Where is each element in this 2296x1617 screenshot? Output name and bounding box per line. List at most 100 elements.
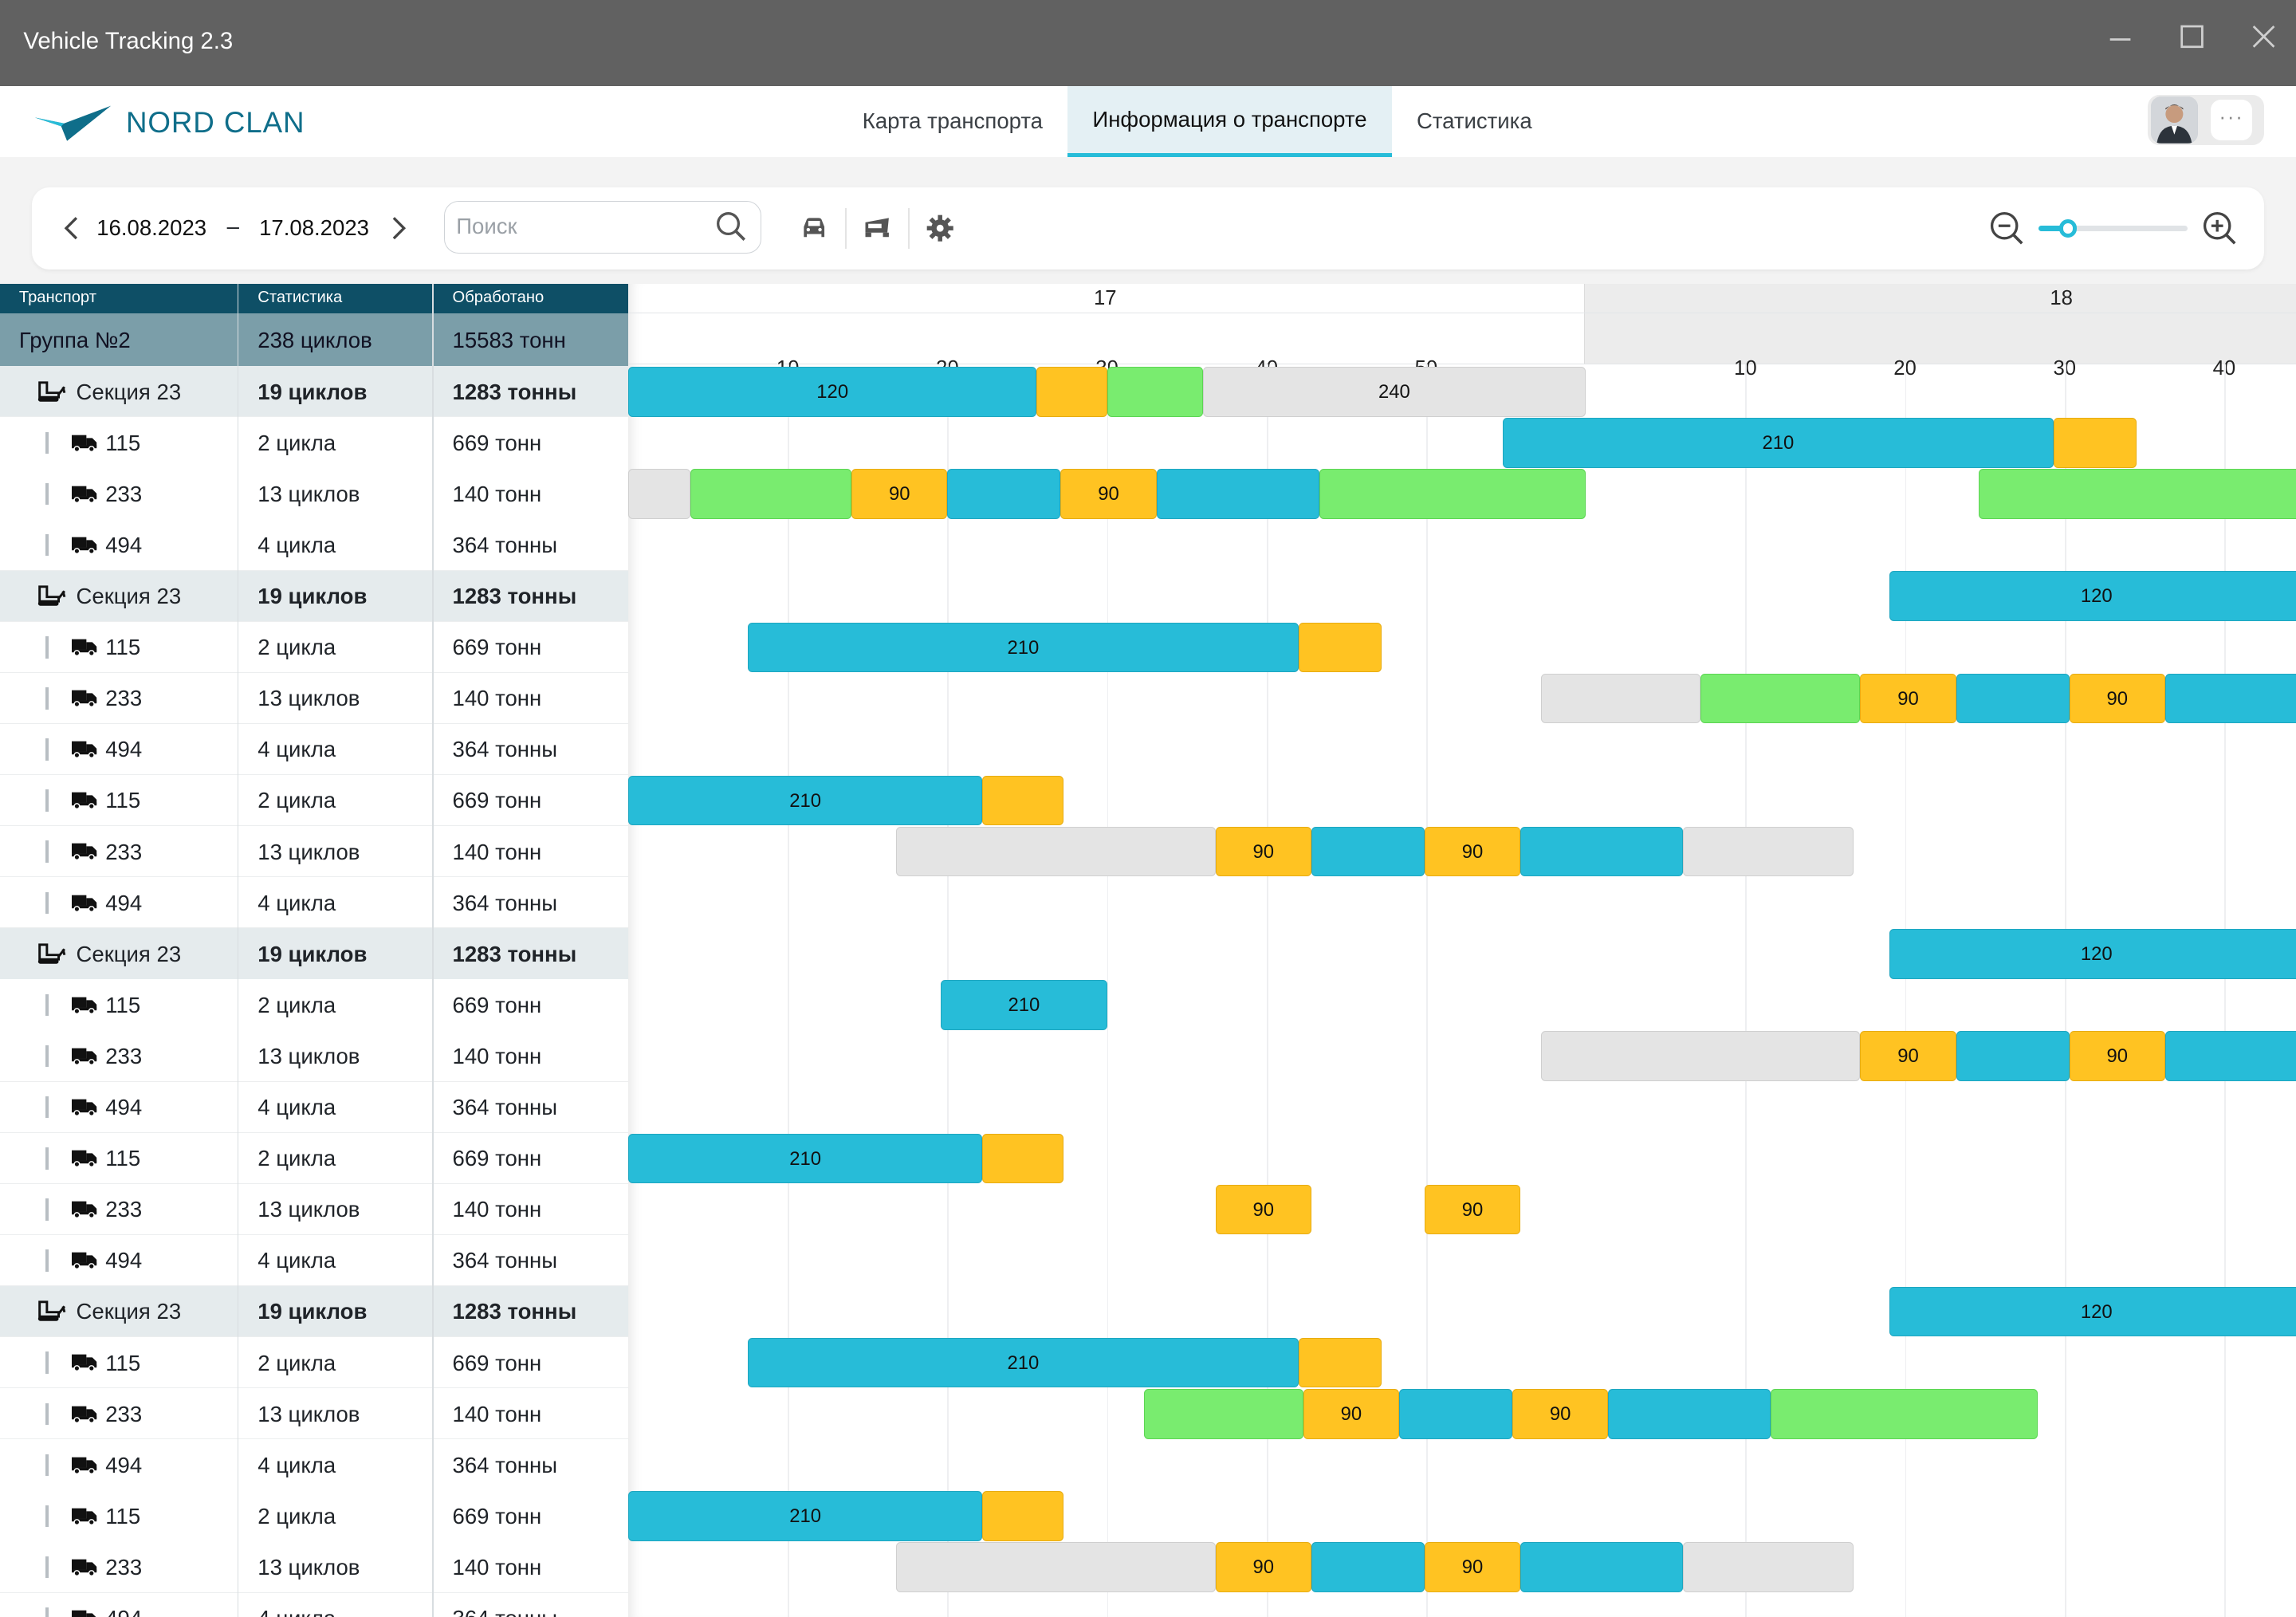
date-to[interactable]: 17.08.2023 bbox=[259, 214, 369, 240]
tab-transport-map[interactable]: Карта транспорта bbox=[862, 108, 1043, 134]
timeline-bar-blue[interactable] bbox=[1608, 1389, 1771, 1439]
zoom-in-icon[interactable] bbox=[2201, 210, 2239, 254]
truck-dump-icon[interactable] bbox=[861, 212, 893, 244]
vehicle-row[interactable]: 115 2 цикла 669 тонн bbox=[0, 417, 628, 469]
vehicle-row[interactable]: 115 2 цикла 669 тонн bbox=[0, 621, 628, 673]
vehicle-row[interactable]: 233 13 циклов 140 тонн bbox=[0, 1183, 628, 1236]
vehicle-row[interactable]: 115 2 цикла 669 тонн bbox=[0, 774, 628, 827]
vehicle-row[interactable]: 494 4 цикла 364 тонны bbox=[0, 1234, 628, 1287]
vehicle-row[interactable]: 494 4 цикла 364 тонны bbox=[0, 1592, 628, 1617]
timeline-bar-blue[interactable]: 210 bbox=[748, 1338, 1299, 1388]
prev-date-button[interactable] bbox=[57, 212, 87, 244]
header-statistics[interactable]: Статистика bbox=[258, 288, 343, 306]
maximize-icon[interactable] bbox=[2170, 18, 2214, 61]
vehicle-row[interactable]: 233 13 циклов 140 тонн bbox=[0, 1388, 628, 1440]
vehicle-row[interactable]: 115 2 цикла 669 тонн bbox=[0, 1490, 628, 1542]
timeline-bar-green[interactable] bbox=[1143, 1389, 1303, 1439]
timeline-bar-yellow[interactable]: 90 bbox=[1303, 1389, 1399, 1439]
vehicle-row[interactable]: 233 13 циклов 140 тонн bbox=[0, 826, 628, 878]
timeline-bar-blue[interactable] bbox=[1311, 826, 1425, 877]
search-input[interactable] bbox=[456, 211, 706, 242]
tab-transport-info[interactable]: Информация о транспорте bbox=[1067, 86, 1392, 157]
timeline-bar-yellow[interactable]: 90 bbox=[1215, 826, 1311, 877]
car-icon[interactable] bbox=[798, 212, 830, 244]
timeline-bar-blue[interactable]: 210 bbox=[941, 980, 1107, 1030]
timeline-bar-yellow[interactable]: 90 bbox=[1424, 1542, 1521, 1592]
timeline-bar-blue[interactable]: 210 bbox=[748, 622, 1299, 673]
timeline-bar-yellow[interactable] bbox=[982, 1133, 1064, 1184]
timeline-bar-yellow[interactable]: 90 bbox=[1424, 826, 1521, 877]
timeline-bar-blue[interactable]: 210 bbox=[1503, 418, 2054, 468]
header-processed[interactable]: Обработано bbox=[452, 288, 545, 306]
vehicle-row[interactable]: 233 13 циклов 140 тонн bbox=[0, 468, 628, 520]
timeline-bar-yellow[interactable]: 90 bbox=[1060, 469, 1157, 519]
close-icon[interactable] bbox=[2242, 18, 2286, 61]
vehicle-row[interactable]: 115 2 цикла 669 тонн bbox=[0, 1132, 628, 1184]
timeline-bar-yellow[interactable]: 90 bbox=[1512, 1389, 1609, 1439]
zoom-slider-thumb[interactable] bbox=[2059, 219, 2078, 238]
timeline-bar-blue[interactable] bbox=[2164, 1031, 2296, 1081]
vehicle-row[interactable]: 233 13 циклов 140 тонн bbox=[0, 1030, 628, 1082]
avatar[interactable] bbox=[2151, 96, 2198, 144]
timeline-bar-gray[interactable] bbox=[1683, 826, 1854, 877]
timeline-bar-green[interactable] bbox=[1107, 367, 1203, 417]
timeline-bar-green[interactable] bbox=[1700, 673, 1861, 724]
vehicle-row[interactable]: 494 4 цикла 364 тонны bbox=[0, 723, 628, 776]
timeline-bar-yellow[interactable] bbox=[1036, 367, 1107, 417]
date-from[interactable]: 16.08.2023 bbox=[96, 214, 207, 240]
timeline-bar-blue[interactable] bbox=[947, 469, 1061, 519]
timeline-bar-blue[interactable] bbox=[1956, 673, 2070, 724]
timeline-bar-yellow[interactable]: 90 bbox=[2069, 1031, 2165, 1081]
gear-icon[interactable] bbox=[924, 212, 956, 244]
section-row[interactable]: Секция 23 19 циклов 1283 тонны bbox=[0, 1285, 628, 1338]
timeline-bar-yellow[interactable]: 90 bbox=[2069, 673, 2165, 724]
timeline-bar-blue[interactable]: 210 bbox=[627, 1133, 983, 1184]
timeline-bar-gray[interactable]: 240 bbox=[1202, 367, 1586, 417]
timeline-bar-green[interactable] bbox=[1978, 469, 2296, 519]
timeline-bar-blue[interactable] bbox=[1520, 826, 1684, 877]
timeline-bar-gray[interactable] bbox=[1541, 1031, 1861, 1081]
timeline-bar-yellow[interactable] bbox=[2053, 418, 2137, 468]
zoom-out-icon[interactable] bbox=[1988, 210, 2027, 254]
timeline-bar-yellow[interactable] bbox=[1298, 622, 1382, 673]
vehicle-row[interactable]: 233 13 циклов 140 тонн bbox=[0, 1541, 628, 1593]
vehicle-row[interactable]: 494 4 цикла 364 тонны bbox=[0, 519, 628, 571]
timeline-bar-green[interactable] bbox=[690, 469, 852, 519]
vehicle-row[interactable]: 494 4 цикла 364 тонны bbox=[0, 1081, 628, 1133]
minimize-icon[interactable] bbox=[2098, 18, 2142, 61]
vehicle-row[interactable]: 115 2 цикла 669 тонн bbox=[0, 1337, 628, 1389]
timeline-bar-yellow[interactable] bbox=[1298, 1338, 1382, 1388]
timeline-bar-yellow[interactable] bbox=[982, 775, 1064, 826]
timeline-bar-gray[interactable] bbox=[627, 469, 690, 519]
vehicle-row[interactable]: 494 4 цикла 364 тонны bbox=[0, 877, 628, 929]
vehicle-row[interactable]: 115 2 цикла 669 тонн bbox=[0, 979, 628, 1031]
vehicle-row[interactable]: 233 13 циклов 140 тонн bbox=[0, 672, 628, 725]
timeline-bar-gray[interactable] bbox=[1683, 1542, 1854, 1592]
next-date-button[interactable] bbox=[383, 212, 413, 244]
vehicle-row[interactable]: 494 4 цикла 364 тонны bbox=[0, 1439, 628, 1491]
section-row[interactable]: Секция 23 19 циклов 1283 тонны bbox=[0, 928, 628, 980]
timeline-bar-gray[interactable] bbox=[896, 1542, 1216, 1592]
timeline-bar-blue[interactable]: 120 bbox=[627, 367, 1037, 417]
zoom-slider[interactable] bbox=[2038, 219, 2188, 238]
tab-statistics[interactable]: Статистика bbox=[1416, 108, 1532, 134]
timeline-bar-blue[interactable] bbox=[1398, 1389, 1513, 1439]
timeline-bar-blue[interactable]: 120 bbox=[1889, 1286, 2296, 1337]
timeline-bar-yellow[interactable]: 90 bbox=[1215, 1542, 1311, 1592]
header-transport[interactable]: Транспорт bbox=[18, 288, 96, 306]
timeline-bar-yellow[interactable] bbox=[982, 1491, 1064, 1541]
timeline-bar-blue[interactable] bbox=[1956, 1031, 2070, 1081]
timeline-bar-yellow[interactable]: 90 bbox=[1424, 1184, 1521, 1235]
group-row[interactable]: Группа №2 238 циклов 15583 тонн bbox=[0, 313, 628, 367]
more-options-button[interactable]: ··· bbox=[2211, 99, 2252, 141]
timeline-bar-blue[interactable]: 120 bbox=[1889, 571, 2296, 621]
search-icon[interactable] bbox=[715, 210, 747, 249]
timeline-bar-blue[interactable]: 120 bbox=[1889, 929, 2296, 979]
timeline-bar-yellow[interactable]: 90 bbox=[851, 469, 948, 519]
timeline-bar-gray[interactable] bbox=[896, 826, 1216, 877]
timeline-bar-blue[interactable] bbox=[1156, 469, 1319, 519]
section-row[interactable]: Секция 23 19 циклов 1283 тонны bbox=[0, 570, 628, 622]
timeline-bar-blue[interactable] bbox=[1520, 1542, 1684, 1592]
timeline-bar-blue[interactable]: 210 bbox=[627, 1491, 983, 1541]
timeline-bar-blue[interactable] bbox=[1311, 1542, 1425, 1592]
